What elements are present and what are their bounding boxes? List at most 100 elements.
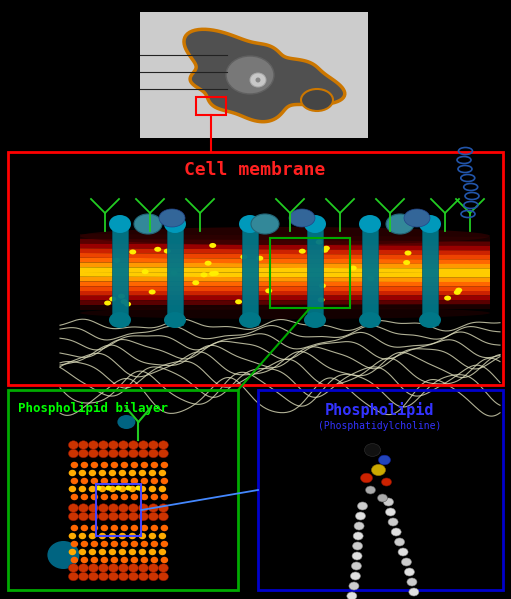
Ellipse shape <box>251 214 279 234</box>
Ellipse shape <box>212 271 219 276</box>
Ellipse shape <box>265 288 272 294</box>
Ellipse shape <box>119 486 126 492</box>
Ellipse shape <box>128 449 138 458</box>
Polygon shape <box>80 258 490 264</box>
Ellipse shape <box>129 533 136 539</box>
Ellipse shape <box>141 494 148 500</box>
Bar <box>242 219 258 325</box>
Ellipse shape <box>81 541 88 547</box>
Ellipse shape <box>158 549 166 555</box>
Polygon shape <box>80 286 490 291</box>
Ellipse shape <box>138 441 148 449</box>
Ellipse shape <box>111 541 118 547</box>
Ellipse shape <box>323 246 330 251</box>
Ellipse shape <box>121 541 128 547</box>
Polygon shape <box>80 282 490 286</box>
Ellipse shape <box>209 243 216 248</box>
Bar <box>258 390 503 590</box>
Ellipse shape <box>455 288 462 293</box>
Ellipse shape <box>256 77 261 83</box>
Polygon shape <box>80 239 490 246</box>
Ellipse shape <box>148 504 158 512</box>
Ellipse shape <box>99 533 106 539</box>
Text: Cell membrane: Cell membrane <box>184 161 326 179</box>
Ellipse shape <box>160 525 168 531</box>
Ellipse shape <box>257 256 263 261</box>
Ellipse shape <box>159 209 185 227</box>
Ellipse shape <box>383 498 393 506</box>
Ellipse shape <box>299 249 306 254</box>
Ellipse shape <box>138 449 148 458</box>
Ellipse shape <box>353 532 363 540</box>
Ellipse shape <box>160 541 168 547</box>
Bar <box>140 12 368 138</box>
Ellipse shape <box>391 528 401 536</box>
Ellipse shape <box>101 541 108 547</box>
Ellipse shape <box>109 215 131 233</box>
Ellipse shape <box>444 295 451 301</box>
Ellipse shape <box>321 248 328 253</box>
Ellipse shape <box>141 556 148 563</box>
Polygon shape <box>80 267 490 273</box>
Ellipse shape <box>359 312 381 328</box>
Ellipse shape <box>419 215 441 233</box>
Ellipse shape <box>119 572 128 581</box>
Ellipse shape <box>141 541 148 547</box>
Ellipse shape <box>142 269 149 274</box>
Ellipse shape <box>371 464 385 476</box>
Ellipse shape <box>151 556 158 563</box>
Ellipse shape <box>347 592 357 599</box>
Ellipse shape <box>141 525 148 531</box>
Ellipse shape <box>115 486 122 491</box>
Ellipse shape <box>90 556 98 563</box>
Ellipse shape <box>304 215 326 233</box>
Ellipse shape <box>90 478 98 484</box>
Ellipse shape <box>170 270 177 276</box>
Ellipse shape <box>354 522 364 530</box>
Ellipse shape <box>148 449 158 458</box>
Ellipse shape <box>108 449 119 458</box>
Ellipse shape <box>121 478 128 484</box>
Ellipse shape <box>104 301 111 305</box>
Ellipse shape <box>352 552 362 560</box>
Ellipse shape <box>131 541 138 547</box>
Bar <box>8 152 503 385</box>
Ellipse shape <box>138 533 146 539</box>
Ellipse shape <box>99 470 106 476</box>
Ellipse shape <box>158 512 169 521</box>
Ellipse shape <box>68 441 78 449</box>
Ellipse shape <box>378 494 387 502</box>
Ellipse shape <box>129 470 136 476</box>
Ellipse shape <box>71 478 78 484</box>
Ellipse shape <box>129 249 136 255</box>
Ellipse shape <box>151 462 158 468</box>
Bar <box>8 390 238 590</box>
Ellipse shape <box>301 89 333 111</box>
Ellipse shape <box>405 250 411 256</box>
Ellipse shape <box>129 486 136 492</box>
Ellipse shape <box>68 449 78 458</box>
Ellipse shape <box>88 441 99 449</box>
Ellipse shape <box>99 449 108 458</box>
Ellipse shape <box>160 478 168 484</box>
Ellipse shape <box>90 525 98 531</box>
Ellipse shape <box>124 302 131 307</box>
Ellipse shape <box>316 240 322 244</box>
Ellipse shape <box>148 441 158 449</box>
Ellipse shape <box>318 297 324 302</box>
Ellipse shape <box>192 280 199 285</box>
Ellipse shape <box>407 578 417 586</box>
Ellipse shape <box>108 512 119 521</box>
Ellipse shape <box>149 486 156 492</box>
Ellipse shape <box>78 512 88 521</box>
Ellipse shape <box>88 564 99 572</box>
Ellipse shape <box>394 538 405 546</box>
Ellipse shape <box>119 504 128 512</box>
Ellipse shape <box>111 478 118 484</box>
Ellipse shape <box>350 265 357 271</box>
Ellipse shape <box>419 312 441 328</box>
Ellipse shape <box>99 504 108 512</box>
Ellipse shape <box>99 549 106 555</box>
Ellipse shape <box>158 572 169 581</box>
Ellipse shape <box>358 502 367 510</box>
